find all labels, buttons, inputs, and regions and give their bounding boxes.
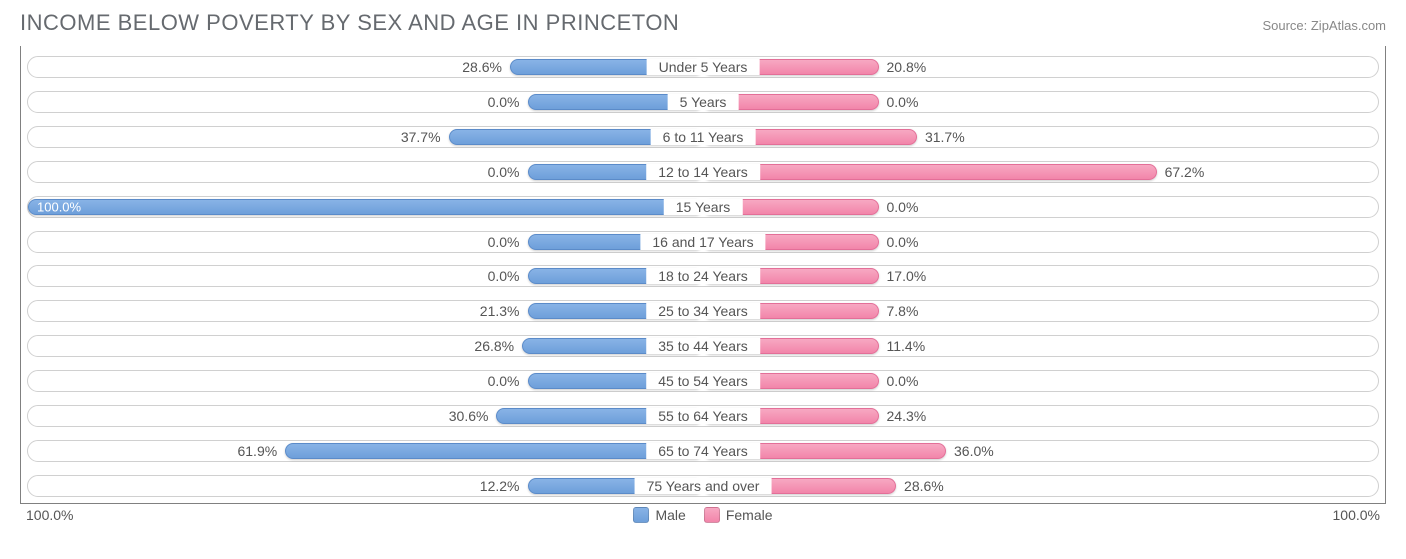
row-track: 75 Years and over 12.2% 28.6% bbox=[27, 475, 1379, 497]
value-label-female: 7.8% bbox=[887, 303, 919, 319]
row-track: 16 and 17 Years 0.0% 0.0% bbox=[27, 231, 1379, 253]
chart-row: 35 to 44 Years 26.8% 11.4% bbox=[27, 331, 1379, 362]
value-label-female: 36.0% bbox=[954, 443, 994, 459]
chart-row: 12 to 14 Years 0.0% 67.2% bbox=[27, 157, 1379, 188]
value-label-female: 0.0% bbox=[887, 373, 919, 389]
row-track: 6 to 11 Years 37.7% 31.7% bbox=[27, 126, 1379, 148]
value-label-female: 11.4% bbox=[887, 338, 926, 354]
axis-max-left: 100.0% bbox=[20, 507, 73, 523]
row-track: 25 to 34 Years 21.3% 7.8% bbox=[27, 300, 1379, 322]
chart-row: 5 Years 0.0% 0.0% bbox=[27, 87, 1379, 118]
value-label-male: 26.8% bbox=[474, 338, 514, 354]
plot-area: Under 5 Years 28.6% 20.8% 5 Years 0.0% 0.0% 6 … bbox=[20, 46, 1386, 504]
category-label: Under 5 Years bbox=[647, 59, 760, 75]
category-label: 16 and 17 Years bbox=[640, 234, 765, 250]
legend-item-male: Male bbox=[633, 507, 685, 523]
value-label-female: 0.0% bbox=[887, 199, 919, 215]
chart-row: 18 to 24 Years 0.0% 17.0% bbox=[27, 261, 1379, 292]
value-label-female: 28.6% bbox=[904, 478, 944, 494]
chart-row: Under 5 Years 28.6% 20.8% bbox=[27, 52, 1379, 83]
category-label: 5 Years bbox=[668, 94, 739, 110]
category-label: 25 to 34 Years bbox=[646, 303, 760, 319]
value-label-female: 20.8% bbox=[887, 59, 927, 75]
value-label-female: 31.7% bbox=[925, 129, 965, 145]
row-track: Under 5 Years 28.6% 20.8% bbox=[27, 56, 1379, 78]
bar-male: 100.0% bbox=[28, 199, 703, 215]
row-track: 55 to 64 Years 30.6% 24.3% bbox=[27, 405, 1379, 427]
row-track: 5 Years 0.0% 0.0% bbox=[27, 91, 1379, 113]
value-label-male: 37.7% bbox=[401, 129, 441, 145]
category-label: 15 Years bbox=[664, 199, 743, 215]
value-label-male: 12.2% bbox=[480, 478, 520, 494]
category-label: 6 to 11 Years bbox=[651, 129, 756, 145]
value-label-female: 17.0% bbox=[887, 268, 927, 284]
category-label: 55 to 64 Years bbox=[646, 408, 760, 424]
category-label: 65 to 74 Years bbox=[646, 443, 760, 459]
chart-row: 25 to 34 Years 21.3% 7.8% bbox=[27, 296, 1379, 327]
chart-footer: 100.0% Male Female 100.0% bbox=[20, 507, 1386, 523]
axis-max-right: 100.0% bbox=[1333, 507, 1386, 523]
value-label-female: 0.0% bbox=[887, 234, 919, 250]
chart-source: Source: ZipAtlas.com bbox=[1262, 18, 1386, 33]
legend-label-male: Male bbox=[655, 507, 685, 523]
value-label-male: 61.9% bbox=[237, 443, 277, 459]
value-label-male: 0.0% bbox=[488, 94, 520, 110]
chart-title: INCOME BELOW POVERTY BY SEX AND AGE IN P… bbox=[20, 10, 679, 36]
value-label-male: 30.6% bbox=[449, 408, 489, 424]
category-label: 18 to 24 Years bbox=[646, 268, 760, 284]
legend: Male Female bbox=[633, 507, 772, 523]
value-label-female: 0.0% bbox=[887, 94, 919, 110]
legend-swatch-female bbox=[704, 507, 720, 523]
value-label-male: 28.6% bbox=[462, 59, 502, 75]
value-label-male: 21.3% bbox=[480, 303, 520, 319]
value-label-male: 0.0% bbox=[488, 373, 520, 389]
legend-swatch-male bbox=[633, 507, 649, 523]
chart-row: 55 to 64 Years 30.6% 24.3% bbox=[27, 400, 1379, 431]
category-label: 45 to 54 Years bbox=[646, 373, 760, 389]
chart-row: 65 to 74 Years 61.9% 36.0% bbox=[27, 435, 1379, 466]
row-track: 18 to 24 Years 0.0% 17.0% bbox=[27, 265, 1379, 287]
chart-row: 6 to 11 Years 37.7% 31.7% bbox=[27, 122, 1379, 153]
legend-item-female: Female bbox=[704, 507, 773, 523]
chart-container: INCOME BELOW POVERTY BY SEX AND AGE IN P… bbox=[0, 0, 1406, 559]
value-label-female: 67.2% bbox=[1165, 164, 1205, 180]
category-label: 75 Years and over bbox=[635, 478, 772, 494]
chart-header: INCOME BELOW POVERTY BY SEX AND AGE IN P… bbox=[20, 10, 1386, 36]
value-label-male: 0.0% bbox=[488, 234, 520, 250]
chart-row: 100.0% 15 Years 0.0% bbox=[27, 191, 1379, 222]
chart-row: 75 Years and over 12.2% 28.6% bbox=[27, 470, 1379, 501]
value-label-male: 0.0% bbox=[488, 164, 520, 180]
value-label-female: 24.3% bbox=[887, 408, 927, 424]
value-label-male: 100.0% bbox=[37, 199, 81, 214]
row-track: 12 to 14 Years 0.0% 67.2% bbox=[27, 161, 1379, 183]
chart-row: 45 to 54 Years 0.0% 0.0% bbox=[27, 366, 1379, 397]
legend-label-female: Female bbox=[726, 507, 773, 523]
row-track: 100.0% 15 Years 0.0% bbox=[27, 196, 1379, 218]
row-track: 45 to 54 Years 0.0% 0.0% bbox=[27, 370, 1379, 392]
chart-row: 16 and 17 Years 0.0% 0.0% bbox=[27, 226, 1379, 257]
row-track: 35 to 44 Years 26.8% 11.4% bbox=[27, 335, 1379, 357]
value-label-male: 0.0% bbox=[488, 268, 520, 284]
row-track: 65 to 74 Years 61.9% 36.0% bbox=[27, 440, 1379, 462]
category-label: 35 to 44 Years bbox=[646, 338, 760, 354]
bar-male bbox=[285, 443, 703, 459]
category-label: 12 to 14 Years bbox=[646, 164, 760, 180]
bar-female bbox=[703, 164, 1157, 180]
